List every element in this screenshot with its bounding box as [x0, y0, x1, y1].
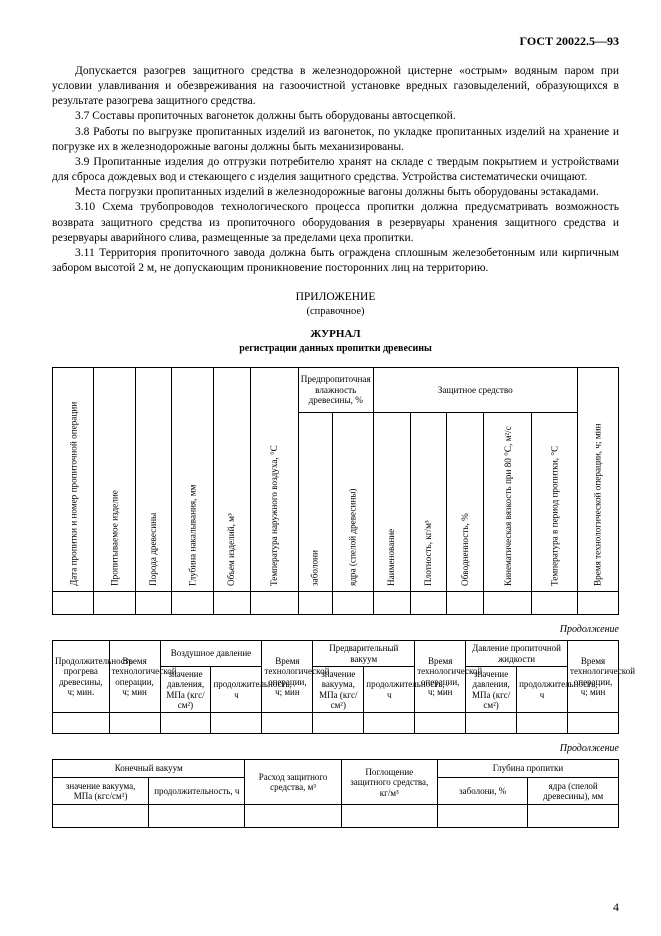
journal-sub: регистрации данных пропитки древесины [52, 342, 619, 355]
s-dur-1: продолжительность, ч [211, 666, 262, 712]
para-1: Допускается разогрев защитного средства … [52, 64, 619, 110]
col-op-time-3: Время технологической операции, ч; мин [415, 641, 466, 713]
s-vac-1: значение вакуума, МПа (кгс/см²) [313, 666, 364, 712]
para-311: 3.11 Территория пропиточного завода долж… [52, 246, 619, 276]
s-dur-2: продолжительность, ч [364, 666, 415, 712]
col-incision: Глубина накалывания, мм [172, 367, 213, 591]
para-39: 3.9 Пропитанные изделия до отгрузки потр… [52, 155, 619, 185]
table-2: Продолжительность прогрева древесины, ч;… [52, 640, 619, 734]
col-volume: Объем изделий, м³ [213, 367, 250, 591]
col-airtemp: Температура наружного воздуха, °С [250, 367, 298, 591]
appendix-title: ПРИЛОЖЕНИЕ [52, 290, 619, 305]
col-heat-dur: Продолжительность прогрева древесины, ч;… [53, 641, 110, 713]
col-op-time-2: Время технологической операции, ч; мин [262, 641, 313, 713]
head-pre-vac: Предварительный вакуум [313, 641, 415, 667]
para-39b: Места погрузки пропитанных изделий в жел… [52, 185, 619, 200]
col-visc: Кинематическая вязкость при 80 °С, м²/с [484, 412, 532, 591]
s-dur-3: продолжительность, ч [517, 666, 568, 712]
table-row: Конечный вакуум Расход защитного средств… [53, 760, 619, 777]
s-press-2: значение давления, МПа (кгс/см²) [466, 666, 517, 712]
s-sap: заболони, % [437, 777, 528, 805]
table-row [53, 805, 619, 828]
head-agent: Защитное средство [373, 367, 577, 412]
table-row [53, 713, 619, 734]
page-number: 4 [613, 900, 619, 916]
table-row [53, 591, 619, 614]
col-op-time-4: Время технологической операции, ч; мин [568, 641, 619, 713]
doc-number: ГОСТ 20022.5—93 [52, 34, 619, 50]
h-end-vac: Конечный вакуум [53, 760, 245, 777]
table-row: Продолжительность прогрева древесины, ч;… [53, 641, 619, 667]
col-core: ядра (спелой древесины) [332, 412, 373, 591]
head-liquid: Давление пропиточной жидкости [466, 641, 568, 667]
table-row: Дата пропитки и номер пропиточной операц… [53, 367, 619, 412]
s-core: ядра (спелой древесины), мм [528, 777, 619, 805]
col-name: Наименование [373, 412, 410, 591]
appendix-sub: (справочное) [52, 305, 619, 319]
s-vac: значение вакуума, МПа (кгс/см²) [53, 777, 149, 805]
col-temp: Температура в период пропитки, °С [532, 412, 577, 591]
col-density: Плотность, кг/м³ [410, 412, 447, 591]
s-dur: продолжительность, ч [149, 777, 245, 805]
s-press-1: значение давления, МПа (кгс/см²) [160, 666, 211, 712]
continuation-2: Продолжение [52, 742, 619, 755]
h-flow: Расход защитного средства, м³ [245, 760, 341, 805]
table-1: Дата пропитки и номер пропиточной операц… [52, 367, 619, 615]
col-species: Порода древесины [135, 367, 172, 591]
col-op-time-1: Время технологической операции, ч; мин [109, 641, 160, 713]
head-air-press: Воздушное давление [160, 641, 262, 667]
col-product: Пропитываемое изделие [94, 367, 135, 591]
h-depth: Глубина пропитки [437, 760, 618, 777]
h-absorb: Поглощение защитного средства, кг/м³ [341, 760, 437, 805]
col-sap: заболони [298, 412, 332, 591]
col-water: Обводненность, % [447, 412, 484, 591]
journal-title: ЖУРНАЛ [52, 327, 619, 342]
para-310: 3.10 Схема трубопроводов технологическог… [52, 200, 619, 246]
para-37: 3.7 Составы пропиточных вагонеток должны… [52, 109, 619, 124]
continuation-1: Продолжение [52, 623, 619, 636]
col-op-time: Время технологической операции, ч; мин [577, 367, 618, 591]
head-pre-moist: Предпропиточная влажность древесины, % [298, 367, 373, 412]
col-date: Дата пропитки и номер пропиточной операц… [53, 367, 94, 591]
table-3: Конечный вакуум Расход защитного средств… [52, 759, 619, 828]
para-38: 3.8 Работы по выгрузке пропитанных издел… [52, 125, 619, 155]
